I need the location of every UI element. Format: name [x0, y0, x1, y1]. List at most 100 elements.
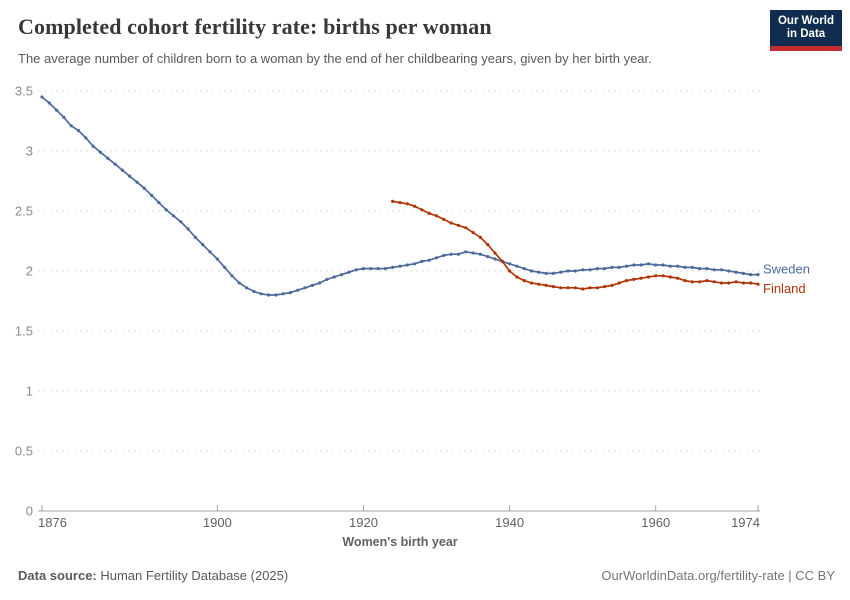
data-point[interactable]: [69, 124, 73, 128]
data-point[interactable]: [654, 274, 658, 278]
series-sweden[interactable]: [40, 95, 760, 297]
data-point[interactable]: [464, 250, 468, 254]
data-point[interactable]: [756, 273, 760, 277]
data-point[interactable]: [98, 150, 102, 154]
data-point[interactable]: [266, 293, 271, 297]
data-point[interactable]: [646, 262, 651, 266]
data-point[interactable]: [361, 267, 366, 271]
data-point[interactable]: [632, 277, 636, 281]
data-point[interactable]: [741, 271, 746, 275]
data-point[interactable]: [551, 271, 556, 275]
data-point[interactable]: [486, 243, 490, 247]
data-point[interactable]: [237, 281, 241, 285]
data-point[interactable]: [690, 265, 694, 269]
data-point[interactable]: [179, 220, 183, 224]
data-point[interactable]: [741, 281, 746, 285]
data-point[interactable]: [223, 265, 227, 269]
data-point[interactable]: [624, 264, 629, 268]
series-label-finland[interactable]: Finland: [763, 281, 806, 296]
data-point[interactable]: [610, 265, 614, 269]
data-point[interactable]: [442, 217, 446, 221]
data-point[interactable]: [434, 214, 439, 218]
data-point[interactable]: [537, 270, 541, 274]
data-point[interactable]: [456, 252, 460, 256]
data-point[interactable]: [646, 275, 651, 279]
data-point[interactable]: [91, 144, 95, 148]
data-point[interactable]: [500, 259, 504, 263]
data-point[interactable]: [522, 279, 526, 283]
data-point[interactable]: [617, 281, 621, 285]
data-point[interactable]: [573, 269, 577, 273]
data-point[interactable]: [391, 265, 395, 269]
data-point[interactable]: [274, 293, 278, 297]
data-point[interactable]: [325, 277, 329, 281]
data-point[interactable]: [573, 286, 577, 290]
data-point[interactable]: [376, 267, 380, 271]
data-point[interactable]: [749, 281, 753, 285]
data-point[interactable]: [215, 257, 219, 261]
data-point[interactable]: [449, 252, 453, 256]
data-point[interactable]: [120, 168, 124, 172]
data-point[interactable]: [529, 281, 534, 285]
data-point[interactable]: [515, 275, 519, 279]
data-point[interactable]: [719, 268, 724, 272]
data-point[interactable]: [676, 264, 680, 268]
data-point[interactable]: [486, 255, 490, 259]
data-point[interactable]: [493, 251, 497, 255]
data-point[interactable]: [413, 204, 417, 208]
data-point[interactable]: [171, 214, 176, 218]
data-point[interactable]: [150, 193, 154, 197]
data-point[interactable]: [749, 273, 753, 277]
data-point[interactable]: [617, 265, 621, 269]
data-point[interactable]: [427, 211, 431, 215]
data-point[interactable]: [515, 264, 519, 268]
data-point[interactable]: [296, 288, 300, 292]
data-point[interactable]: [668, 264, 672, 268]
data-point[interactable]: [639, 263, 643, 267]
data-point[interactable]: [676, 276, 680, 280]
data-point[interactable]: [383, 267, 387, 271]
data-point[interactable]: [193, 235, 197, 239]
data-point[interactable]: [405, 202, 409, 206]
data-point[interactable]: [581, 268, 585, 272]
data-point[interactable]: [661, 263, 665, 267]
data-point[interactable]: [705, 279, 709, 283]
data-point[interactable]: [661, 274, 665, 278]
data-point[interactable]: [719, 281, 724, 285]
data-point[interactable]: [405, 263, 409, 267]
data-point[interactable]: [427, 258, 431, 262]
data-point[interactable]: [632, 263, 636, 267]
data-point[interactable]: [318, 281, 322, 285]
data-point[interactable]: [508, 269, 512, 273]
data-point[interactable]: [566, 269, 570, 273]
data-point[interactable]: [347, 270, 351, 274]
data-point[interactable]: [464, 226, 468, 230]
data-point[interactable]: [639, 276, 643, 280]
data-point[interactable]: [259, 292, 263, 296]
data-point[interactable]: [690, 280, 694, 284]
data-point[interactable]: [588, 268, 592, 272]
data-point[interactable]: [654, 263, 658, 267]
data-point[interactable]: [40, 95, 44, 99]
data-point[interactable]: [310, 283, 314, 287]
data-point[interactable]: [537, 282, 541, 286]
data-point[interactable]: [698, 267, 702, 271]
data-point[interactable]: [581, 287, 585, 291]
data-point[interactable]: [705, 267, 709, 271]
data-point[interactable]: [142, 186, 146, 190]
data-point[interactable]: [303, 286, 307, 290]
data-point[interactable]: [413, 262, 417, 266]
data-point[interactable]: [478, 252, 482, 256]
data-point[interactable]: [551, 285, 556, 289]
data-point[interactable]: [734, 280, 738, 284]
data-point[interactable]: [245, 286, 249, 290]
series-label-sweden[interactable]: Sweden: [763, 262, 810, 277]
data-point[interactable]: [208, 250, 212, 254]
data-point[interactable]: [668, 275, 672, 279]
data-point[interactable]: [559, 286, 563, 290]
data-point[interactable]: [566, 286, 570, 290]
data-point[interactable]: [55, 108, 59, 112]
data-point[interactable]: [544, 283, 548, 287]
data-point[interactable]: [471, 251, 475, 255]
